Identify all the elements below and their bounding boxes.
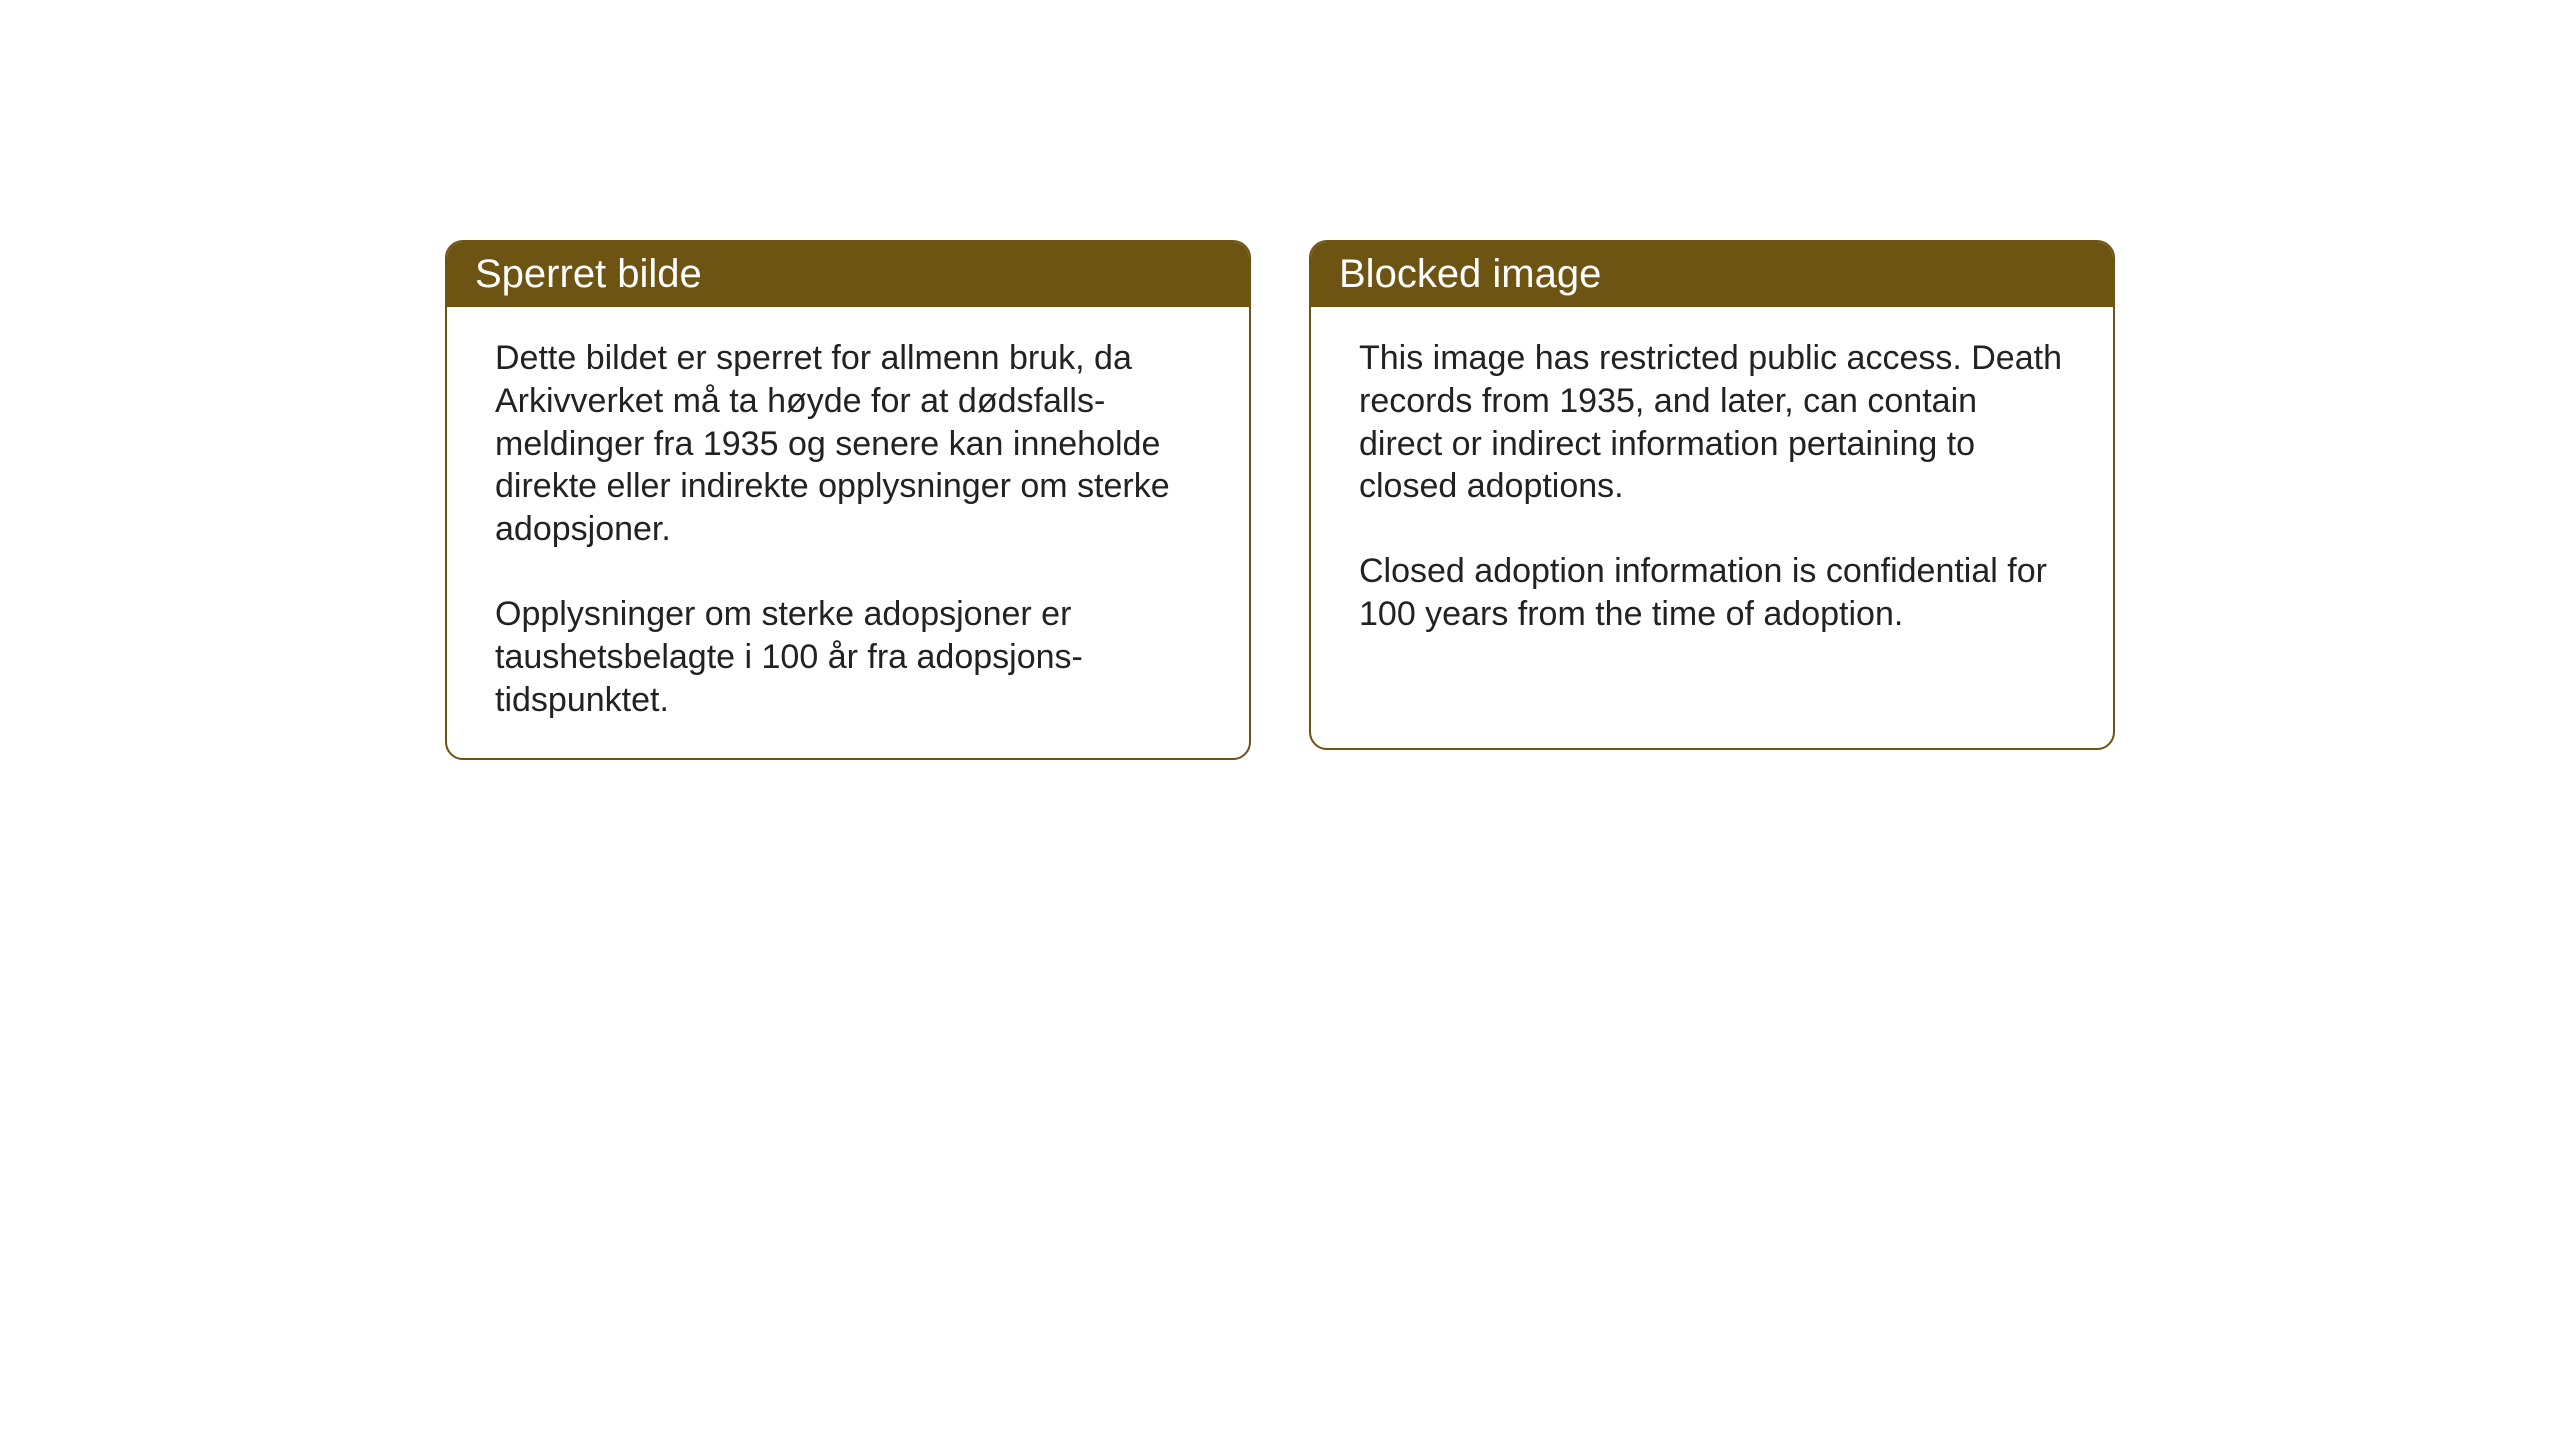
cards-container: Sperret bilde Dette bildet er sperret fo… <box>445 240 2115 760</box>
card-title-left: Sperret bilde <box>475 252 702 296</box>
card-body-left: Dette bildet er sperret for allmenn bruk… <box>447 307 1249 758</box>
card-text-left: Dette bildet er sperret for allmenn bruk… <box>495 337 1201 722</box>
card-header-left: Sperret bilde <box>447 242 1249 307</box>
paragraph-right-2: Closed adoption information is confident… <box>1359 550 2065 636</box>
notice-card-english: Blocked image This image has restricted … <box>1309 240 2115 750</box>
paragraph-right-1: This image has restricted public access.… <box>1359 337 2065 508</box>
card-title-right: Blocked image <box>1339 252 1601 296</box>
notice-card-norwegian: Sperret bilde Dette bildet er sperret fo… <box>445 240 1251 760</box>
paragraph-left-2: Opplysninger om sterke adopsjoner er tau… <box>495 593 1201 721</box>
card-body-right: This image has restricted public access.… <box>1311 307 2113 672</box>
paragraph-left-1: Dette bildet er sperret for allmenn bruk… <box>495 337 1201 551</box>
card-header-right: Blocked image <box>1311 242 2113 307</box>
card-text-right: This image has restricted public access.… <box>1359 337 2065 636</box>
